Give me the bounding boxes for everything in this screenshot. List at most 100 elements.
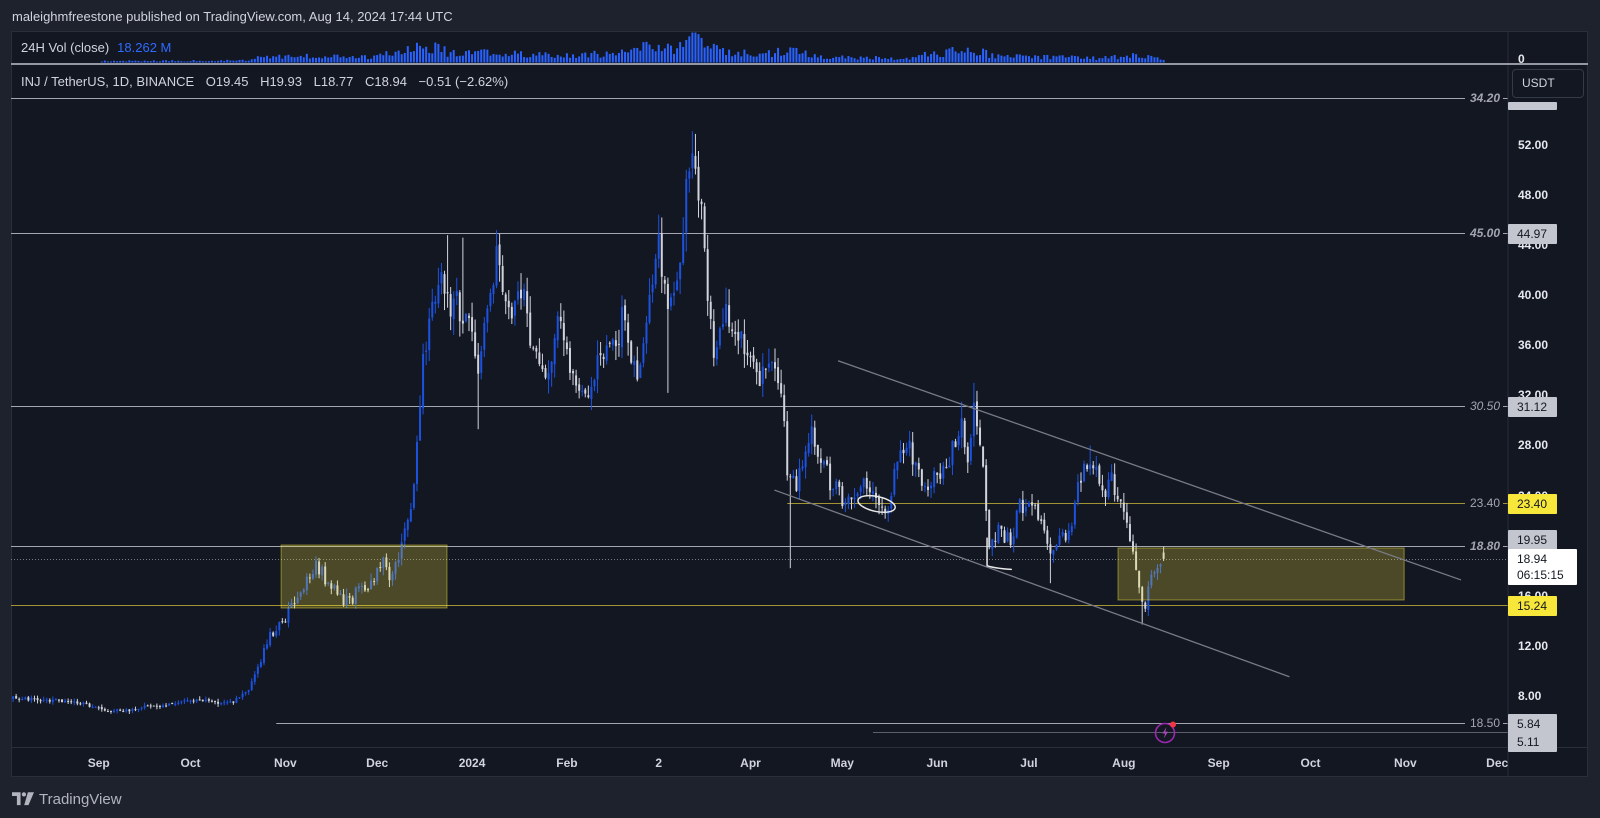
volume-bar [1092,56,1095,63]
volume-bar [905,57,908,63]
volume-bar [728,49,731,63]
candle [30,695,33,703]
volume-bar [887,59,890,63]
candle [36,695,39,704]
candle [214,700,217,705]
time-tick: Jul [1020,756,1038,770]
candle [235,695,238,704]
volume-bar [691,32,694,63]
candle [1113,463,1116,502]
volume-bar [1049,59,1052,63]
volume-bar [443,46,446,63]
candle [960,401,963,449]
volume-bar [829,58,832,63]
candle [547,360,550,394]
volume-bar [767,50,770,63]
candle [789,473,792,569]
legend-symbol[interactable]: INJ / TetherUS, 1D, BINANCE [21,74,195,89]
candle [474,319,477,359]
volume-bar [507,56,510,63]
candle [226,700,229,705]
candle [798,458,801,500]
candle [639,362,642,379]
volume-bar [415,42,418,63]
candle [134,706,137,712]
lightning-alert-icon[interactable] [1154,720,1178,744]
volume-bar [397,50,400,63]
candle [376,567,379,585]
candle [853,488,856,508]
candle [758,362,761,387]
zones[interactable] [280,544,1405,609]
volume-bar [1083,58,1086,63]
candle [572,368,575,386]
channel-upper[interactable] [837,360,1462,581]
volume-bar [146,61,149,63]
volume-bar [605,51,608,63]
time-tick: Apr [740,756,761,770]
volume-bar [495,54,498,63]
volume-bar [1055,56,1058,63]
brush-annotation[interactable] [986,537,1012,571]
candle [608,341,611,348]
currency-button[interactable]: USDT [1512,69,1584,98]
candle [783,384,786,427]
candle [152,705,155,707]
volume-bar [155,61,158,63]
volume-bar [991,53,994,63]
volume-bar [862,57,865,63]
volume-bar [201,61,204,63]
trendlines[interactable] [774,360,1462,678]
candle [1104,488,1107,507]
volume-bar [633,47,636,63]
ellipse-annotation[interactable] [856,493,896,516]
candle [318,557,321,579]
volume-bar [593,50,596,63]
volume-bar [899,58,902,63]
candle [679,262,682,295]
candle [801,460,804,472]
candle [673,281,676,306]
volume-bar [330,57,333,63]
candle [841,482,844,509]
candle [816,444,819,464]
candle [991,538,994,557]
candle [807,433,810,457]
volume-bar [798,53,801,63]
channel-lower[interactable] [774,489,1290,678]
candle [373,578,376,586]
zone-rectangle[interactable] [280,544,448,609]
candle [590,376,593,411]
candle [651,274,654,303]
candle [149,703,152,709]
candle [70,699,73,705]
volume-bar [131,60,134,63]
zone-rectangle[interactable] [1117,547,1405,601]
volume-bar [134,60,137,63]
candle [477,342,480,430]
volume-bar [318,57,321,63]
brand-name[interactable]: TradingView [39,790,122,808]
volume-bar [379,53,382,63]
candle [832,488,835,497]
volume-bar [835,56,838,63]
candle [354,586,357,609]
annotations[interactable] [856,493,1012,571]
time-axis[interactable]: Sep Oct Nov Dec 2024 Feb 2 Apr May Jun Jul Aug Sep Oc… [11,748,1508,777]
candle [740,330,743,348]
volume-bar [902,58,905,63]
volume-bar [315,57,317,63]
volume-bar [770,56,773,63]
candle [666,277,669,393]
candle [174,701,177,707]
candle [654,253,657,289]
current-price-label: 18.94 06:15:15 [1508,549,1577,585]
volume-bar [975,55,978,63]
volume-bar [832,57,835,63]
candle [24,696,27,700]
horizontal-levels[interactable] [11,98,1508,733]
candle [406,518,409,537]
candle [899,440,902,463]
volume-bar [324,56,327,63]
